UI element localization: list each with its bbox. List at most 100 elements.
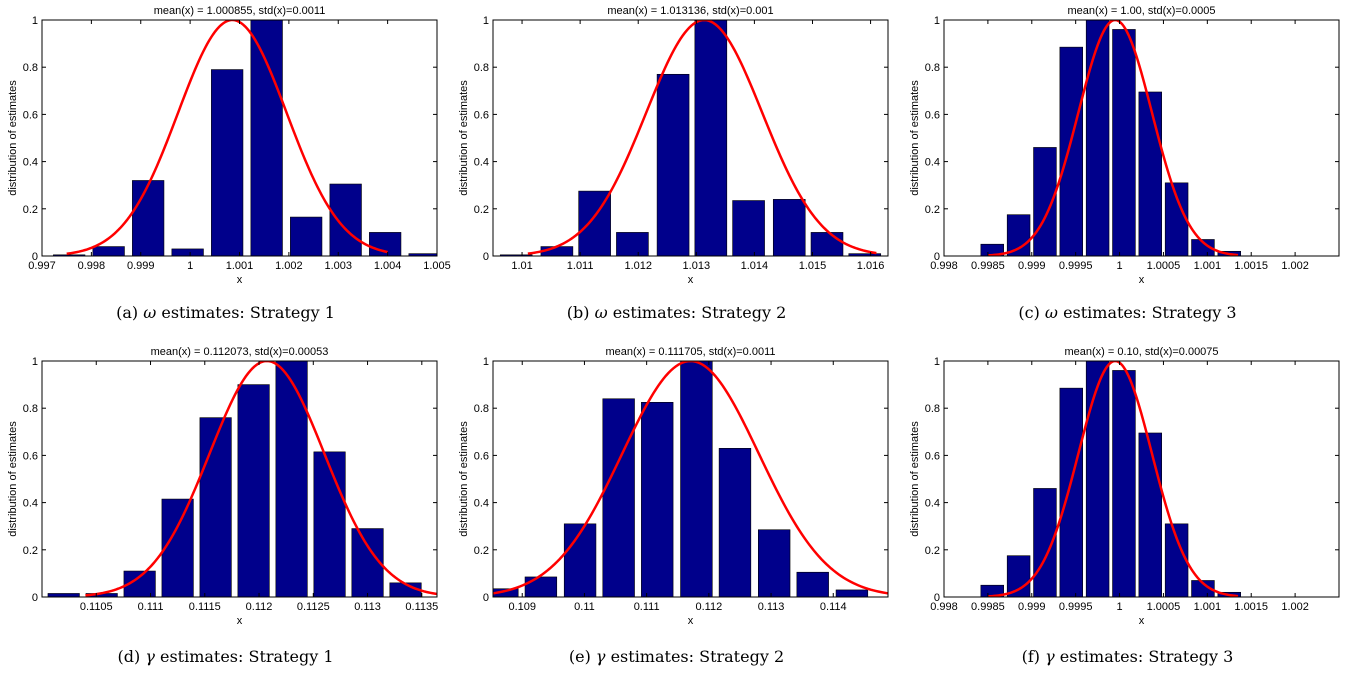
y-tick-label: 0.4: [925, 498, 940, 510]
chart-title: mean(x) = 1.000855, std(x)=0.0011: [154, 5, 326, 17]
x-tick-label: 0.997: [28, 260, 56, 272]
panel-d: mean(x) = 0.112073, std(x)=0.00053 0.1105…: [0, 341, 451, 682]
x-tick-label: 1.0015: [1234, 260, 1268, 272]
histogram-bar: [499, 254, 533, 256]
panel-c: mean(x) = 1.00, std(x)=0.0005 0.998 0.9985…: [902, 0, 1353, 341]
y-tick-label: 0.6: [23, 109, 38, 121]
chart-title: mean(x) = 0.112073, std(x)=0.00053: [151, 346, 329, 358]
x-tick-label: 0.998: [930, 260, 958, 272]
histogram-bar: [132, 180, 165, 256]
histogram-bar: [1112, 370, 1136, 597]
x-axis-label: x: [688, 274, 694, 286]
histogram-bar: [563, 523, 597, 597]
y-tick-label: 0.8: [474, 403, 489, 415]
histogram-bar: [810, 232, 844, 256]
x-tick-label: 0.998: [78, 260, 106, 272]
x-tick-label: 1.001: [1194, 601, 1222, 613]
histogram-chart-b: mean(x) = 1.013136, std(x)=0.001 1.01 1.01…: [458, 5, 889, 286]
axes-box: [41, 360, 438, 598]
histogram-bar: [602, 398, 635, 597]
caption-symbol: ω: [1044, 303, 1058, 322]
caption-symbol: γ: [145, 647, 155, 666]
x-tick-label: 0.1105: [80, 601, 113, 613]
histogram-bar: [680, 361, 713, 597]
fit-group: [493, 361, 888, 595]
caption-text: estimates: Strategy 2: [610, 647, 785, 666]
histogram-bar: [1164, 182, 1189, 256]
bars-group: [493, 361, 869, 597]
x-tick-label: 1.011: [567, 260, 594, 272]
panel-a: mean(x) = 1.000855, std(x)=0.0011 0.997 0.…: [0, 0, 451, 341]
y-tick-label: 0: [934, 251, 940, 263]
histogram-chart-a: mean(x) = 1.000855, std(x)=0.0011 0.997 0.…: [7, 5, 451, 286]
histogram-bar: [47, 593, 80, 597]
y-tick-label: 0.6: [23, 450, 38, 462]
x-tick-label: 1: [187, 260, 193, 272]
chart-title: mean(x) = 1.013136, std(x)=0.001: [607, 5, 773, 17]
gaussian-fit-curve: [66, 20, 388, 255]
caption-text: estimates: Strategy 3: [1059, 647, 1234, 666]
x-tick-label: 0.11: [574, 601, 595, 613]
x-tick-label: 0.9995: [1059, 601, 1093, 613]
histogram-bar: [772, 199, 806, 256]
y-tick-label: 0.8: [474, 62, 489, 74]
histogram-bar: [1059, 387, 1083, 597]
chart-title: mean(x) = 1.00, std(x)=0.0005: [1068, 5, 1216, 17]
bars-group: [499, 20, 882, 256]
y-tick-label: 0.2: [474, 545, 489, 557]
panel-b: mean(x) = 1.013136, std(x)=0.001 1.01 1.01…: [451, 0, 902, 341]
x-tick-label: 0.113: [354, 601, 381, 613]
caption-letter: (e): [568, 647, 591, 666]
histogram-bar: [641, 401, 674, 597]
histogram-bar: [161, 498, 194, 597]
histogram-bar: [250, 20, 283, 256]
histogram-bar: [1138, 432, 1162, 597]
y-tick-label: 0.8: [925, 403, 940, 415]
axes-box: [943, 19, 1340, 257]
x-axis-label: x: [237, 274, 243, 286]
y-tick-label: 0.8: [925, 62, 940, 74]
y-tick-label: 1: [483, 356, 489, 368]
gaussian-fit-curve: [85, 361, 437, 597]
y-tick-label: 0.8: [23, 403, 38, 415]
histogram-bar: [758, 529, 791, 597]
caption-letter: (a): [116, 303, 139, 322]
caption-letter: (c): [1018, 303, 1040, 322]
y-tick-label: 0: [32, 251, 38, 263]
y-tick-label: 0: [483, 251, 489, 263]
histogram-bar: [493, 588, 519, 597]
caption-symbol: ω: [143, 303, 157, 322]
x-tick-label: 0.998: [930, 601, 958, 613]
y-tick-label: 0.2: [23, 204, 38, 216]
y-axis-label: distribution of estimates: [458, 421, 470, 537]
fit-group: [66, 20, 388, 255]
x-tick-label: 1.014: [741, 260, 769, 272]
histogram-bar: [1059, 46, 1083, 256]
x-tick-label: 1.0005: [1147, 260, 1181, 272]
y-tick-label: 0.6: [474, 109, 489, 121]
panel-f: mean(x) = 0.10, std(x)=0.00075 0.998 0.998…: [902, 341, 1353, 682]
x-tick-label: 1.001: [1194, 260, 1222, 272]
caption-d: (d) γ estimates: Strategy 1: [0, 647, 451, 666]
x-tick-label: 0.1115: [189, 601, 221, 613]
x-tick-label: 0.112: [695, 601, 722, 613]
x-tick-label: 0.1125: [297, 601, 330, 613]
x-tick-label: 0.999: [127, 260, 155, 272]
x-axis-label: x: [1139, 615, 1145, 627]
y-tick-label: 0.4: [23, 157, 38, 169]
histogram-chart-d: mean(x) = 0.112073, std(x)=0.00053 0.1105…: [7, 346, 438, 627]
x-tick-label: 1.01: [511, 260, 532, 272]
y-tick-label: 0.6: [925, 109, 940, 121]
x-tick-label: 1.013: [683, 260, 711, 272]
x-tick-label: 1.004: [374, 260, 402, 272]
caption-letter: (f): [1021, 647, 1041, 666]
y-tick-label: 0.6: [925, 450, 940, 462]
x-tick-label: 0.9995: [1059, 260, 1093, 272]
y-tick-label: 0.4: [23, 498, 38, 510]
histogram-bar: [1112, 29, 1136, 256]
caption-a: (a) ω estimates: Strategy 1: [0, 303, 451, 322]
bars-group: [980, 361, 1241, 597]
histogram-bar: [1085, 361, 1110, 597]
x-tick-label: 1.002: [1281, 260, 1309, 272]
x-axis-label: x: [237, 615, 243, 627]
